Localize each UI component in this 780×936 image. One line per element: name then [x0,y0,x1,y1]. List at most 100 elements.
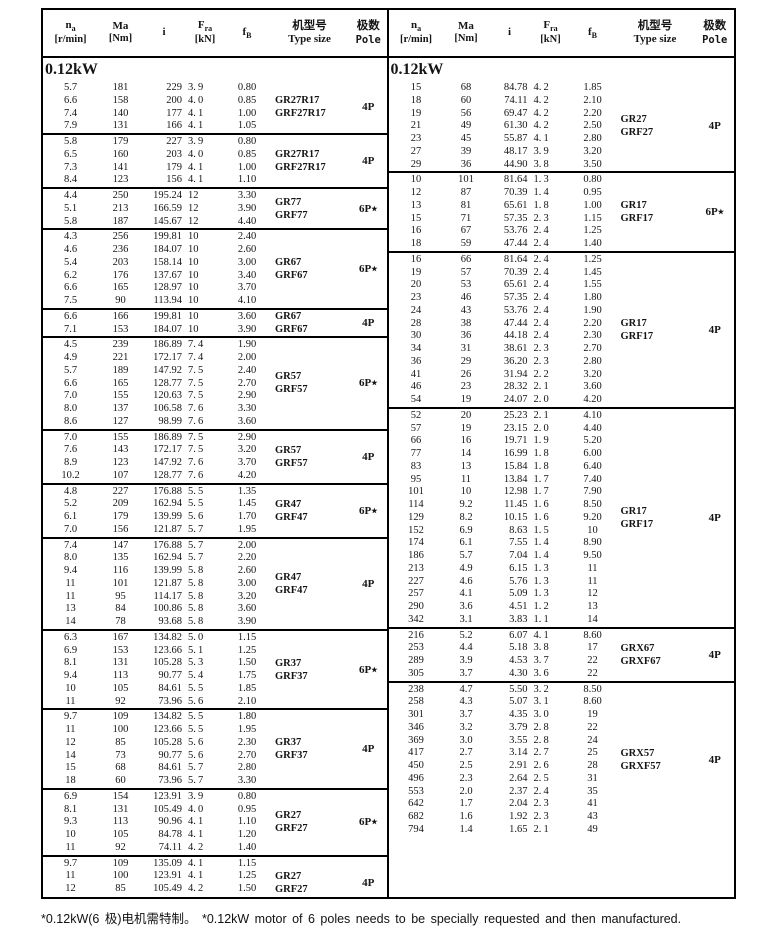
power-section-title: 0.12kW [45,60,98,78]
table-cell: 12.98 [503,486,528,498]
table-cell: 1.45 [237,498,257,510]
table-cell: 5.50 [509,683,528,695]
type-size-line: GRF77 [275,209,308,221]
table-cell: 1. 7 [533,473,549,485]
table-cell: 114.17 [153,590,183,602]
table-cell: 2.40 [237,231,257,243]
table-cell: 8.4 [63,174,78,186]
column-header-symbol: Fra [543,19,558,34]
table-row: 6.6 166 199.81 10 3.60 [43,311,269,324]
table-cell: 10.2 [61,469,80,481]
table-cell: 1.05 [237,120,257,132]
table-cell: 165 [112,282,129,294]
table-cell: 1.85 [237,682,257,694]
type-size-line: GRF27 [275,823,308,835]
table-cell: 4. 1 [188,816,204,828]
table-cell: 71 [460,212,472,224]
table-cell: 6.3 [63,631,78,643]
table-cell: 60 [115,775,126,786]
table-body-right: 15 68 84.78 4. 2 1.85 18 60 74.11 4. 2 2.10 19 56 69… [388,81,734,897]
table-cell: 105.49 [153,803,182,815]
table-cell: 227 [408,575,424,587]
table-row: 18 60 73.96 5. 7 3.30 [43,775,269,788]
table-cell: 156 [166,174,182,186]
table-cell: 95 [410,473,422,485]
table-cell: 179 [112,136,129,147]
table-cell: 74.11 [504,94,528,106]
table-row: 6.6 165 128.97 10 3.70 [43,282,269,295]
table-cell: 3.40 [237,269,257,281]
table-cell: 140 [112,107,129,119]
table-cell: 342 [408,613,424,625]
type-size-label: GR47 GRF47 [269,485,350,537]
type-size-label: GR27 GRF27 [615,81,696,171]
table-row: 29 36 44.90 3. 8 3.50 [389,159,615,172]
table-cell: 0.80 [237,790,257,802]
type-size-line: GR27 [275,810,302,822]
spec-group: 4.5 239 186.89 7. 4 1.90 4.9 221 172.17 7. 4 2.00… [43,336,387,428]
type-size-line: GR47 [275,498,302,510]
table-cell: 4. 2 [533,94,549,106]
type-size-label: GR17 GRF17 [615,409,696,627]
table-cell: 2.90 [237,431,257,443]
table-cell: 10 [188,310,199,322]
column-header-unit: [Nm] [454,33,478,45]
table-cell: 1.25 [237,644,257,656]
table-cell: 305 [408,667,424,679]
column-header: 机型号 Type size [269,10,350,56]
table-row: 9.4 116 139.99 5. 8 2.60 [43,565,269,578]
table-cell: 4. 0 [188,803,204,815]
table-cell: 134.82 [153,631,182,643]
table-cell: 8.63 [509,524,528,536]
table-row: 5.1 213 166.59 12 3.90 [43,203,269,216]
table-cell: 2. 4 [533,266,549,278]
table-cell: 128.97 [153,282,182,294]
table-cell: 31 [587,772,598,784]
table-cell: 4. 1 [188,107,204,119]
table-cell: 68 [460,82,472,93]
table-row: 553 2.0 2.37 2. 4 35 [389,786,615,799]
table-row: 6.1 179 139.99 5. 6 1.70 [43,511,269,524]
table-row: 8.6 127 98.99 7. 6 3.60 [43,416,269,429]
table-cell: 1.90 [237,339,257,351]
table-cell: 7.0 [63,390,78,402]
table-row: 8.9 123 147.92 7. 6 3.70 [43,457,269,470]
table-cell: 20 [460,409,472,421]
table-cell: 155 [112,431,129,443]
table-cell: 2.70 [237,749,257,761]
table-cell: 289 [408,655,424,666]
pole-label: 4P [362,317,375,329]
table-row: 10 101 81.64 1. 3 0.80 [389,174,615,187]
column-header-symbol: Ma [112,20,129,33]
table-row: 18 60 74.11 4. 2 2.10 [389,95,615,108]
table-row: 6.2 176 137.67 10 3.40 [43,270,269,283]
table-cell: 1. 3 [533,575,549,587]
table-cell: 1.25 [583,225,602,237]
table-cell: 57.35 [503,292,528,303]
table-cell: 100.86 [153,603,182,615]
table-cell: 1.4 [459,823,473,835]
spec-group-rows: 15 68 84.78 4. 2 1.85 18 60 74.11 4. 2 2.10 19 56 69… [389,81,615,171]
table-cell: 131 [112,803,129,815]
table-cell: 3.90 [237,323,257,335]
table-cell: 16.99 [503,448,528,459]
table-cell: 4.6 [459,575,473,587]
table-cell: 4. 0 [188,148,204,160]
table-cell: 2. 4 [533,330,549,342]
table-cell: 346 [408,721,424,733]
table-cell: 34 [410,343,422,354]
table-cell: 2. 4 [533,279,549,291]
table-cell: 258 [408,696,424,708]
table-cell: 1.15 [237,631,257,643]
table-cell: 1.25 [583,253,602,265]
table-cell: 10 [188,295,199,306]
table-cell: 11 [65,870,76,882]
pole-label: 4P [708,120,721,133]
table-cell: 19 [410,266,422,278]
table-cell: 5.2 [63,498,78,510]
table-row: 6.5 160 203 4. 0 0.85 [43,149,269,162]
table-cell: 199.81 [153,231,182,243]
type-size-line: GR17 [620,505,647,517]
table-cell: 3.60 [237,603,257,615]
type-size-line: GRF27R17 [275,108,326,119]
